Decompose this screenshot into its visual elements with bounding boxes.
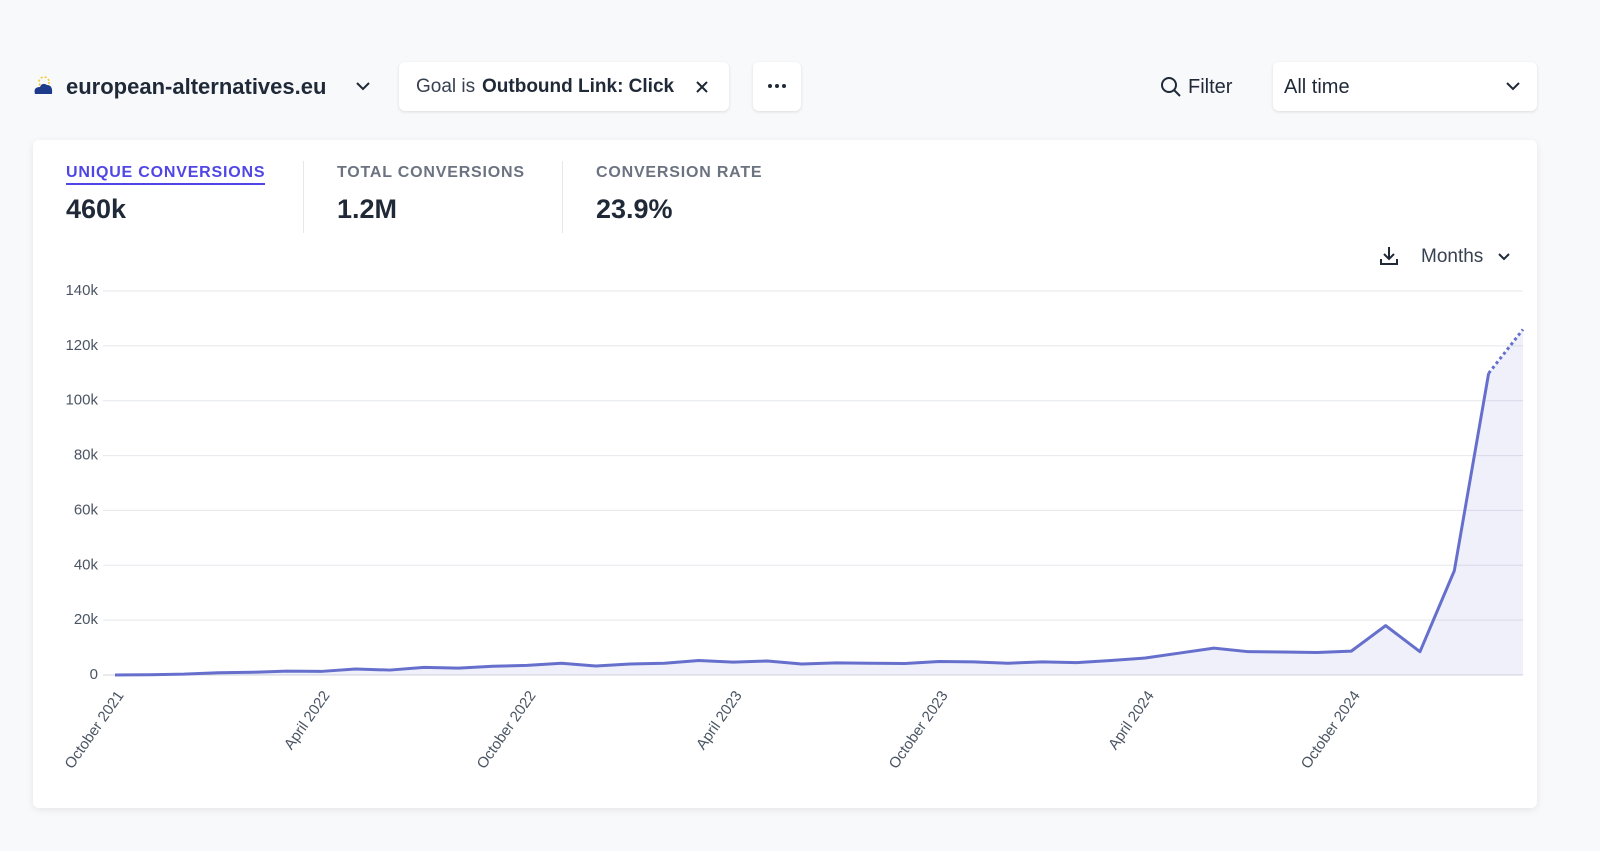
area [115,329,1523,675]
y-tick-label: 40k [74,556,99,573]
site-icon [34,76,53,94]
chart-card [33,140,1537,808]
metric-label[interactable]: TOTAL CONVERSIONS [337,164,525,181]
y-tick-label: 100k [65,392,98,409]
filter-prefix: Goal is [416,76,476,97]
period-label: All time [1284,76,1350,98]
interval-chevron[interactable] [1494,249,1514,265]
x-tick-label: April 2023 [693,688,746,753]
x-tick-label: October 2021 [61,688,127,772]
metric-label[interactable]: UNIQUE CONVERSIONS [66,164,266,185]
x-tick-label: October 2022 [474,688,540,772]
metric-value: 460k [66,194,127,224]
y-tick-label: 0 [90,666,98,683]
download-icon[interactable] [1378,245,1400,267]
filter-button[interactable]: Filter [1188,76,1233,98]
y-tick-label: 120k [65,337,98,354]
divider [303,161,304,233]
x-tick-label: April 2022 [281,688,334,753]
divider [562,161,563,233]
period-select[interactable]: All time [1273,62,1537,111]
y-tick-label: 140k [65,282,98,299]
y-tick-label: 20k [74,611,99,628]
search-icon[interactable] [1160,76,1182,98]
metric-value: 23.9% [596,194,673,224]
metric-value: 1.2M [337,194,398,224]
metric-label[interactable]: CONVERSION RATE [596,164,763,181]
interval-select[interactable]: Months [1421,246,1484,267]
goal-filter[interactable]: Goal is Outbound Link: Click [399,62,729,111]
period-chevron [1506,82,1520,91]
filter-remove[interactable] [694,79,710,95]
x-tick-label: April 2024 [1105,688,1158,753]
site-chevron[interactable] [353,78,373,94]
site-name[interactable]: european-alternatives.eu [66,74,327,99]
more-button[interactable] [753,62,801,111]
y-tick-label: 60k [74,501,99,518]
x-tick-label: October 2024 [1298,688,1364,772]
more-icon [768,84,786,88]
x-tick-label: October 2023 [886,688,952,772]
filter-value: Outbound Link: Click [482,76,675,97]
y-tick-label: 80k [74,447,99,464]
line [114,373,1491,677]
